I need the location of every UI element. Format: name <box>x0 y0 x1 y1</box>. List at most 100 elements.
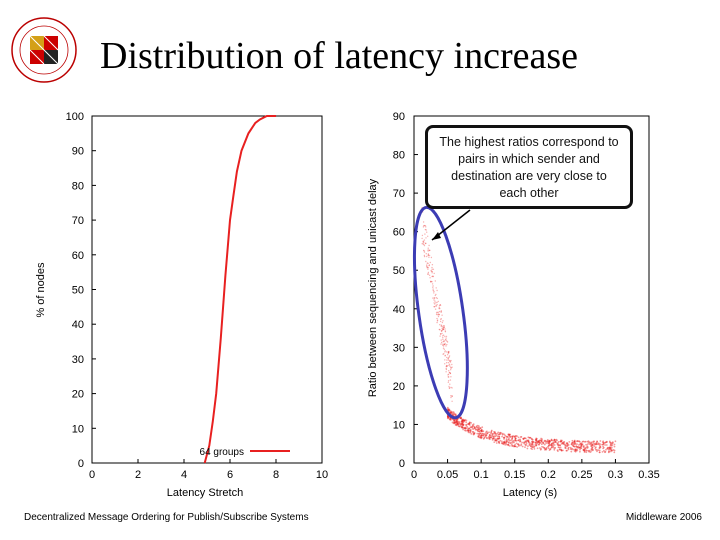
scatter-point <box>572 445 575 447</box>
scatter-point <box>479 427 482 430</box>
scatter-point <box>452 419 455 421</box>
scatter-point <box>538 443 540 446</box>
scatter-point <box>493 439 496 441</box>
scatter-point <box>493 435 496 437</box>
scatter-point <box>539 439 542 442</box>
scatter-point <box>586 443 589 446</box>
scatter-point <box>470 422 472 424</box>
scatter-point <box>463 419 466 422</box>
scatter-point <box>477 435 480 438</box>
scatter-point <box>485 434 487 437</box>
scatter-point <box>607 451 610 454</box>
scatter-point <box>427 250 429 252</box>
scatter-point <box>496 432 499 435</box>
scatter-point <box>448 418 451 420</box>
scatter-point <box>424 242 427 245</box>
scatter-point <box>610 449 613 452</box>
scatter-point <box>461 426 463 429</box>
scatter-point <box>511 436 514 438</box>
scatter-point <box>423 243 425 245</box>
scatter-point <box>549 448 551 451</box>
scatter-point <box>450 418 452 421</box>
scatter-point <box>439 304 441 306</box>
scatter-point <box>475 428 477 430</box>
scatter-point <box>456 424 458 427</box>
scatter-point <box>454 423 457 426</box>
scatter-point <box>580 447 583 449</box>
scatter-point <box>462 420 464 422</box>
scatter-point <box>607 447 609 450</box>
scatter-point <box>485 433 488 435</box>
scatter-point <box>491 434 494 437</box>
scatter-point <box>609 446 612 449</box>
scatter-point <box>454 421 457 424</box>
scatter-point <box>451 395 453 397</box>
scatter-point <box>593 440 595 443</box>
scatter-point <box>576 440 579 442</box>
scatter-point <box>544 440 547 443</box>
scatter-point <box>438 328 440 331</box>
scatter-point <box>453 413 455 415</box>
scatter-point <box>546 440 548 443</box>
scatter-point <box>501 440 503 443</box>
scatter-point <box>559 440 562 443</box>
scatter-point <box>472 431 474 433</box>
scatter-point <box>471 426 474 429</box>
scatter-point <box>488 438 491 441</box>
scatter-point <box>499 433 502 436</box>
scatter-point <box>501 435 503 438</box>
scatter-point <box>445 351 448 353</box>
left-ytick-label: 50 <box>72 285 84 297</box>
scatter-point <box>596 449 598 451</box>
scatter-point <box>455 420 458 422</box>
scatter-point <box>442 334 445 336</box>
scatter-point <box>447 357 449 359</box>
scatter-point <box>543 447 546 450</box>
scatter-point <box>474 427 476 429</box>
scatter-point <box>502 432 504 435</box>
scatter-point <box>503 436 506 439</box>
scatter-point <box>447 407 449 410</box>
scatter-point <box>560 449 563 452</box>
scatter-point <box>493 431 496 434</box>
scatter-point <box>431 268 433 270</box>
right-chart-xlabel: Latency (s) <box>503 487 557 499</box>
scatter-point <box>553 444 556 446</box>
scatter-point <box>437 312 439 314</box>
scatter-point <box>449 410 451 412</box>
scatter-point <box>598 449 601 452</box>
scatter-point <box>446 359 448 361</box>
scatter-point <box>609 444 612 446</box>
scatter-point <box>444 335 446 338</box>
right-ytick-label: 90 <box>393 111 405 123</box>
scatter-point <box>463 419 466 422</box>
scatter-point <box>468 422 470 425</box>
scatter-point <box>461 418 463 421</box>
scatter-point <box>535 444 538 447</box>
scatter-point <box>461 421 464 424</box>
scatter-point <box>525 442 528 445</box>
scatter-point <box>428 264 430 267</box>
scatter-point <box>455 420 458 423</box>
scatter-point <box>589 451 592 453</box>
scatter-point <box>468 427 471 430</box>
scatter-point <box>523 441 526 444</box>
scatter-point <box>466 423 469 426</box>
scatter-point <box>440 311 442 313</box>
scatter-point <box>438 314 440 316</box>
scatter-point <box>447 373 450 375</box>
scatter-point <box>540 448 542 450</box>
scatter-point <box>442 337 444 339</box>
scatter-point <box>448 364 450 366</box>
scatter-point <box>552 443 555 446</box>
scatter-point <box>560 449 563 452</box>
scatter-point <box>574 448 577 450</box>
scatter-point <box>553 448 556 451</box>
scatter-point <box>538 439 541 442</box>
scatter-point <box>466 429 469 432</box>
scatter-point <box>583 445 585 447</box>
scatter-point <box>573 440 576 443</box>
left-ytick-label: 100 <box>66 111 84 123</box>
scatter-point <box>508 438 510 441</box>
scatter-point <box>566 449 568 452</box>
